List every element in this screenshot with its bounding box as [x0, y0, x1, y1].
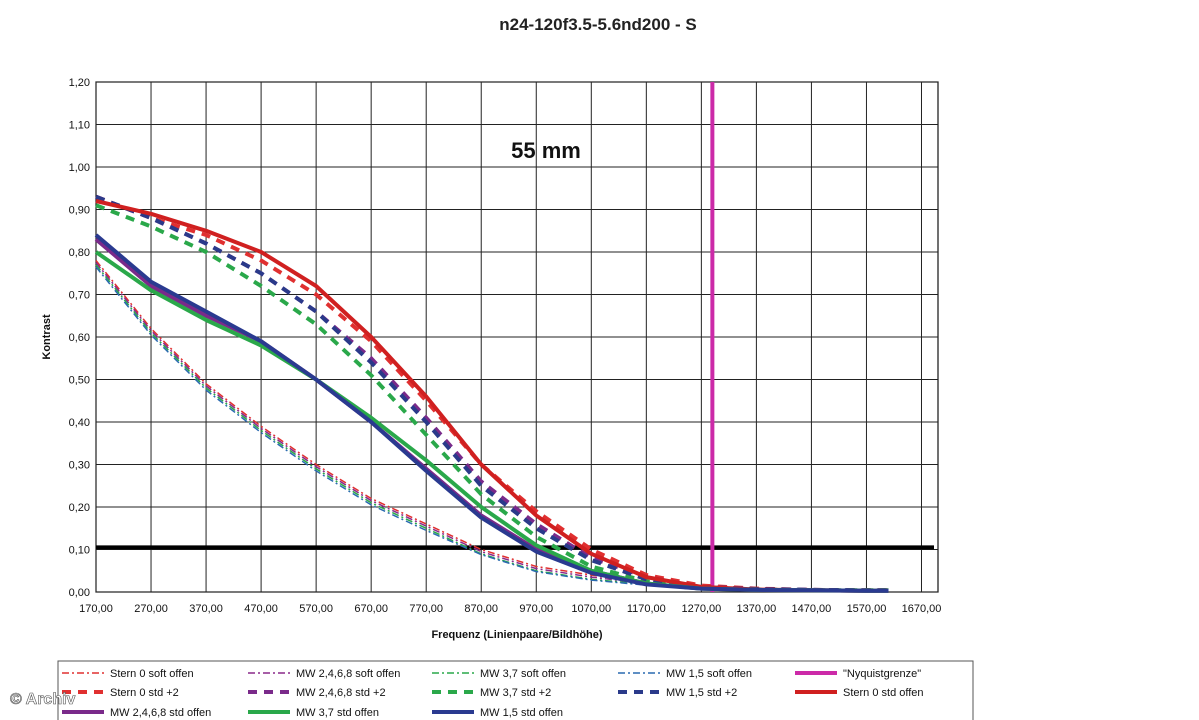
x-tick-label: 770,00	[409, 603, 443, 615]
y-tick-label: 1,00	[69, 162, 90, 174]
y-tick-label: 0,80	[69, 247, 90, 259]
x-axis-label: Frequenz (Linienpaare/Bildhöhe)	[431, 629, 602, 641]
x-tick-label: 1270,00	[681, 603, 721, 615]
x-tick-label: 1670,00	[902, 603, 942, 615]
series-line-12	[94, 233, 889, 593]
legend-item: MW 3,7 soft offen	[432, 668, 566, 680]
x-tick-label: 970,00	[519, 603, 553, 615]
legend-label: MW 3,7 std +2	[480, 687, 551, 699]
chart-title: n24-120f3.5-5.6nd200 - S	[499, 15, 696, 34]
x-tick-label: 870,00	[464, 603, 498, 615]
legend-label: MW 2,4,6,8 std offen	[110, 707, 211, 719]
legend-label: MW 1,5 soft offen	[666, 668, 752, 680]
legend-item: MW 1,5 soft offen	[618, 668, 752, 680]
legend-item: MW 1,5 std +2	[618, 687, 737, 699]
legend-item: MW 2,4,6,8 std offen	[62, 707, 211, 719]
legend-label: MW 1,5 std +2	[666, 687, 737, 699]
series-line-2	[95, 264, 889, 592]
x-tick-label: 1370,00	[737, 603, 777, 615]
legend-item: Stern 0 std +2	[62, 687, 179, 699]
legend-item: Stern 0 soft offen	[62, 668, 194, 680]
chart-series	[94, 82, 934, 593]
x-tick-label: 170,00	[79, 603, 113, 615]
x-tick-label: 370,00	[189, 603, 223, 615]
x-tick-label: 1570,00	[847, 603, 887, 615]
legend-label: MW 2,4,6,8 soft offen	[296, 668, 400, 680]
y-axis-label: Kontrast	[41, 314, 53, 360]
y-tick-label: 1,20	[69, 77, 90, 89]
legend-item: MW 2,4,6,8 soft offen	[248, 668, 400, 680]
y-tick-label: 0,30	[69, 460, 90, 472]
series-line-1	[95, 262, 889, 592]
chart-annotation-focal-length: 55 mm	[511, 138, 581, 163]
legend-label: MW 2,4,6,8 std +2	[296, 687, 386, 699]
y-tick-label: 0,60	[69, 332, 90, 344]
series-line-3	[95, 266, 889, 592]
legend-label: Stern 0 std offen	[843, 687, 924, 699]
y-tick-label: 0,00	[69, 587, 90, 599]
y-tick-label: 0,40	[69, 417, 90, 429]
y-tick-label: 0,50	[69, 375, 90, 387]
legend-item: MW 1,5 std offen	[432, 707, 563, 719]
x-tick-label: 1070,00	[571, 603, 611, 615]
x-tick-label: 670,00	[354, 603, 388, 615]
legend-item: "Nyquistgrenze"	[795, 668, 921, 680]
chart-legend: Stern 0 soft offen MW 2,4,6,8 soft offen M…	[57, 660, 974, 720]
x-axis-ticks: 170,00 270,00 370,00 470,00 570,00 670,00 770,…	[79, 603, 941, 615]
legend-label: MW 3,7 soft offen	[480, 668, 566, 680]
watermark-text: © Archiv	[10, 691, 76, 708]
legend-label: MW 1,5 std offen	[480, 707, 563, 719]
watermark: © Archiv	[10, 691, 76, 709]
legend-label: Stern 0 soft offen	[110, 668, 194, 680]
x-tick-label: 270,00	[134, 603, 168, 615]
legend-item: MW 3,7 std +2	[432, 687, 551, 699]
y-tick-label: 0,90	[69, 205, 90, 217]
y-axis-ticks: 0,00 0,10 0,20 0,30 0,40 0,50 0,60 0,70 0,80 0,90…	[69, 77, 90, 599]
x-tick-label: 470,00	[244, 603, 278, 615]
legend-label: MW 3,7 std offen	[296, 707, 379, 719]
series-line-7	[95, 203, 889, 593]
x-tick-label: 1170,00	[627, 603, 666, 615]
y-tick-label: 0,70	[69, 290, 90, 302]
y-tick-label: 0,20	[69, 502, 90, 514]
legend-label: Stern 0 std +2	[110, 687, 179, 699]
legend-item: Stern 0 std offen	[795, 687, 924, 699]
legend-item: MW 3,7 std offen	[248, 707, 379, 719]
series-line-0	[95, 260, 889, 592]
legend-label: "Nyquistgrenze"	[843, 668, 921, 680]
y-tick-label: 0,10	[69, 545, 90, 557]
y-tick-label: 1,10	[69, 120, 90, 132]
x-tick-label: 570,00	[299, 603, 333, 615]
x-tick-label: 1470,00	[792, 603, 832, 615]
legend-item: MW 2,4,6,8 std +2	[248, 687, 386, 699]
